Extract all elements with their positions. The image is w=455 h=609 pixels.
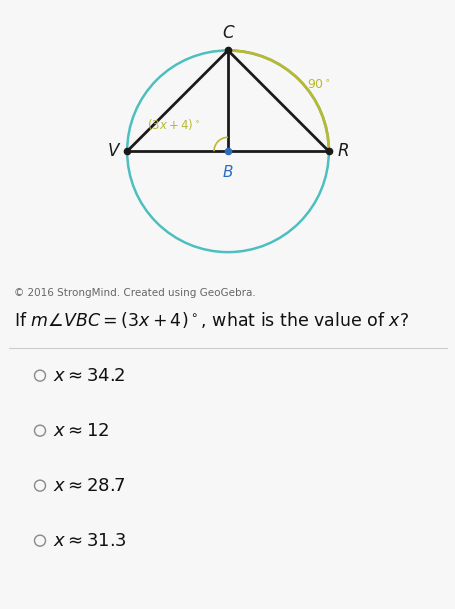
Text: $90^\circ$: $90^\circ$	[306, 79, 330, 93]
Text: R: R	[337, 143, 348, 160]
Text: If $m\angle VBC = (3x + 4)^\circ$, what is the value of $x$?: If $m\angle VBC = (3x + 4)^\circ$, what …	[14, 310, 408, 330]
Text: V: V	[107, 143, 118, 160]
Text: $x \approx 34.2$: $x \approx 34.2$	[53, 367, 126, 385]
Text: $x \approx 12$: $x \approx 12$	[53, 421, 110, 440]
Text: © 2016 StrongMind. Created using GeoGebra.: © 2016 StrongMind. Created using GeoGebr…	[14, 288, 255, 298]
Text: B: B	[222, 165, 233, 180]
Text: C: C	[222, 24, 233, 42]
Text: $(3x + 4)^\circ$: $(3x + 4)^\circ$	[147, 117, 200, 132]
Text: $x \approx 31.3$: $x \approx 31.3$	[53, 532, 127, 550]
Text: $x \approx 28.7$: $x \approx 28.7$	[53, 477, 126, 495]
